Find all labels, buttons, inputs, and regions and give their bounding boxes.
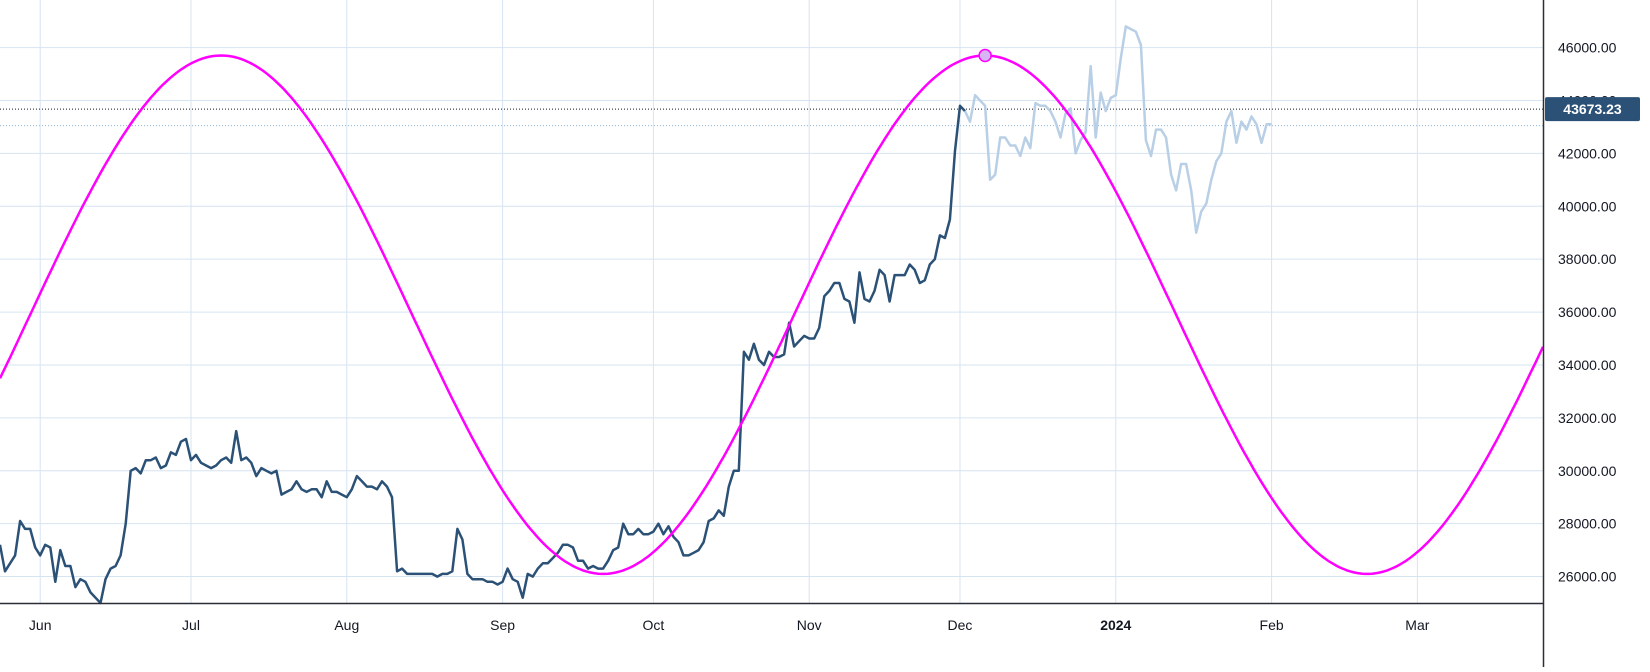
y-tick-label: 42000.00 bbox=[1558, 145, 1617, 161]
y-tick-label: 30000.00 bbox=[1558, 463, 1617, 479]
x-tick-label: Nov bbox=[797, 617, 822, 633]
series-layer bbox=[0, 25, 1545, 605]
x-tick-label: Aug bbox=[334, 617, 359, 633]
current-price-tag bbox=[1545, 97, 1640, 122]
current-price-label: 43673.23 bbox=[1563, 101, 1622, 117]
y-tick-label: 38000.00 bbox=[1558, 251, 1617, 267]
sine-cycle-curve bbox=[0, 54, 1545, 576]
y-tick-label: 40000.00 bbox=[1558, 198, 1617, 214]
cycle-peak-marker bbox=[978, 48, 992, 63]
x-tick-label: Jun bbox=[29, 617, 52, 633]
y-tick-label: 28000.00 bbox=[1558, 516, 1617, 532]
projection-series-line bbox=[963, 25, 1272, 234]
x-tick-label: 2024 bbox=[1100, 617, 1131, 633]
history-series-line bbox=[0, 104, 966, 605]
y-tick-label: 32000.00 bbox=[1558, 410, 1617, 426]
grid-layer bbox=[0, 0, 1543, 603]
x-tick-label: Dec bbox=[948, 617, 973, 633]
y-tick-label: 36000.00 bbox=[1558, 304, 1617, 320]
y-tick-label: 34000.00 bbox=[1558, 357, 1617, 373]
x-tick-label: Sep bbox=[490, 617, 515, 633]
y-tick-label: 26000.00 bbox=[1558, 569, 1617, 585]
x-tick-label: Mar bbox=[1405, 617, 1429, 633]
x-tick-label: Jul bbox=[182, 617, 200, 633]
x-tick-label: Oct bbox=[642, 617, 664, 633]
x-tick-label: Feb bbox=[1260, 617, 1284, 633]
level-lines bbox=[0, 108, 1543, 127]
y-tick-label: 46000.00 bbox=[1558, 40, 1617, 56]
